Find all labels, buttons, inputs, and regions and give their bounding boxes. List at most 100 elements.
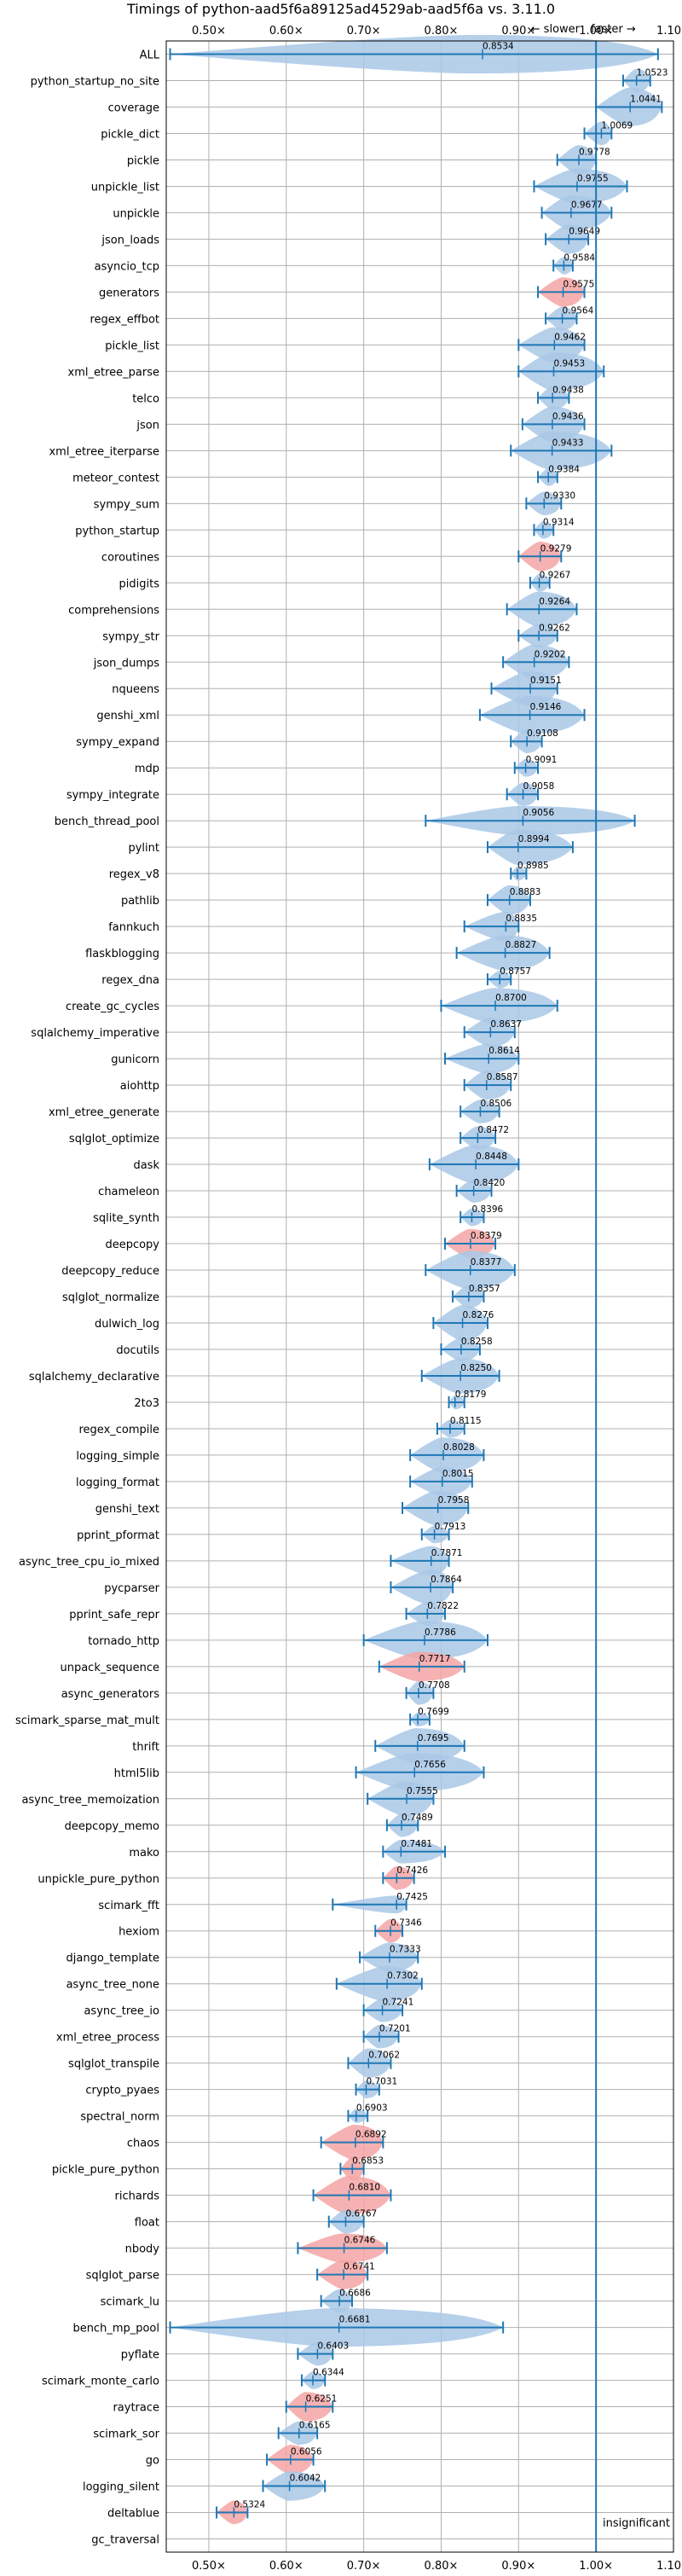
benchmark-label: logging_simple (76, 1450, 159, 1463)
xtick-label-top: 0.50× (192, 25, 226, 38)
value-label: 0.5324 (234, 2500, 265, 2510)
value-label: 0.7822 (427, 1601, 459, 1611)
value-label: 0.6403 (317, 2341, 349, 2352)
value-label: 0.9564 (563, 305, 594, 316)
value-label: 0.7699 (418, 1707, 449, 1717)
benchmark-label: sqlglot_optimize (69, 1133, 159, 1146)
value-label: 0.7656 (414, 1760, 446, 1770)
value-label: 0.7555 (407, 1786, 438, 1796)
value-label: 0.8276 (463, 1310, 494, 1320)
value-label: 0.8379 (471, 1231, 502, 1241)
benchmark-label: django_template (66, 1952, 159, 1965)
benchmark-label: 2to3 (134, 1397, 159, 1410)
value-label: 0.8827 (506, 940, 537, 950)
insignificant-annotation: insignificant (603, 2517, 670, 2530)
value-label: 0.7481 (401, 1839, 432, 1849)
xtick-bottom-labels: 0.50× 0.60× 0.70× 0.80× 0.90× 1.00× 1.10× (192, 2560, 682, 2573)
benchmark-label: scimark_monte_carlo (42, 2376, 159, 2388)
benchmark-label: meteor_contest (72, 472, 159, 484)
benchmark-label: chameleon (98, 1186, 159, 1198)
benchmark-label: html5lib (114, 1767, 159, 1780)
value-label: 0.6853 (352, 2156, 384, 2167)
value-label: 0.9584 (564, 252, 595, 263)
value-label: 0.7302 (387, 1971, 419, 1981)
benchmark-label: logging_format (76, 1477, 159, 1489)
benchmark-label: regex_dna (101, 974, 159, 987)
benchmark-label: python_startup_no_site (31, 75, 159, 88)
value-label: 1.0441 (630, 94, 662, 104)
faster-annotation: faster → (591, 23, 636, 36)
benchmark-label: async_tree_io (84, 2005, 159, 2018)
benchmark-label: sqlglot_transpile (68, 2058, 159, 2071)
benchmark-label: gunicorn (111, 1053, 159, 1066)
benchmark-label: xml_etree_parse (68, 366, 159, 379)
value-label: 0.9151 (530, 676, 562, 686)
benchmark-label: pickle (127, 154, 159, 167)
xtick-top-labels: 0.50× 0.60× 0.70× 0.80× 0.90× 1.00× 1.10× (192, 25, 682, 38)
value-label: 0.8179 (455, 1390, 487, 1400)
benchmark-label: hexiom (118, 1926, 159, 1939)
value-label: 0.7333 (390, 1945, 421, 1955)
xtick-label-top: 1.00× (579, 25, 613, 38)
value-label: 0.8028 (443, 1442, 475, 1453)
benchmark-label: create_gc_cycles (66, 1001, 159, 1013)
value-label: 0.8506 (480, 1099, 512, 1109)
value-label: 0.7031 (366, 2077, 397, 2087)
benchmark-label: unpickle (113, 207, 159, 220)
value-label: 0.9202 (535, 649, 566, 659)
xtick-label-top: 0.70× (347, 25, 381, 38)
benchmark-label: ALL (140, 49, 160, 61)
xtick-label-bottom: 0.50× (192, 2560, 226, 2573)
benchmark-label: mdp (135, 763, 159, 775)
benchmark-label: comprehensions (68, 604, 159, 617)
benchmark-label: python_startup (75, 525, 159, 537)
value-label: 0.8637 (490, 1019, 522, 1030)
benchmark-label: float (135, 2217, 159, 2230)
value-label: 0.6165 (299, 2421, 331, 2431)
value-label: 0.8377 (471, 1257, 502, 1268)
benchmark-label: chaos (127, 2138, 159, 2150)
value-label: 1.0523 (637, 67, 668, 78)
value-label: 0.7913 (435, 1522, 466, 1532)
benchmark-label: sympy_str (102, 630, 159, 643)
benchmark-label: regex_effbot (90, 313, 159, 326)
benchmark-label: mako (129, 1847, 159, 1859)
value-label: 0.9384 (548, 464, 580, 474)
benchmark-label: unpack_sequence (60, 1662, 159, 1674)
benchmark-label: dulwich_log (95, 1318, 159, 1331)
value-label: 0.9056 (523, 808, 554, 818)
value-label: 0.8420 (474, 1178, 506, 1188)
value-label: 0.8015 (442, 1469, 474, 1479)
benchmark-label: go (146, 2455, 159, 2468)
xtick-label-bottom: 0.80× (425, 2560, 459, 2573)
benchmark-label: sqlite_synth (93, 1212, 159, 1225)
benchmark-label: xml_etree_process (56, 2032, 159, 2045)
value-label: 0.8985 (517, 861, 549, 871)
benchmark-label: sympy_integrate (66, 789, 159, 802)
benchmark-label: bench_thread_pool (55, 815, 159, 828)
benchmark-labels: ALL 0.8534 python_startup_no_site 1.0523 cov… (15, 41, 668, 2546)
value-label: 0.9453 (553, 358, 585, 368)
benchmark-label: xml_etree_iterparse (49, 445, 159, 458)
value-label: 0.7425 (396, 1892, 428, 1902)
value-label: 0.9677 (571, 200, 603, 210)
benchmark-label: generators (99, 287, 159, 299)
value-label: 0.6746 (344, 2236, 376, 2246)
benchmark-label: deepcopy_reduce (61, 1265, 159, 1278)
benchmark-label: deltablue (107, 2508, 159, 2521)
violin-layer (169, 34, 663, 2525)
value-label: 0.8115 (450, 1416, 482, 1426)
value-label: 0.9264 (539, 596, 570, 606)
benchmark-label: thrift (132, 1741, 159, 1754)
value-label: 0.6767 (345, 2209, 377, 2219)
value-label: 0.9146 (530, 702, 562, 712)
benchmark-label: json_loads (101, 234, 159, 247)
benchmark-label: sqlalchemy_imperative (31, 1027, 159, 1040)
benchmark-label: deepcopy_memo (65, 1820, 159, 1833)
benchmark-label: sqlglot_normalize (62, 1291, 159, 1304)
benchmark-label: pprint_pformat (77, 1529, 159, 1542)
benchmark-label: asyncio_tcp (95, 260, 159, 273)
benchmark-label: sympy_sum (94, 498, 159, 511)
xtick-label-top: 1.10× (656, 25, 682, 38)
